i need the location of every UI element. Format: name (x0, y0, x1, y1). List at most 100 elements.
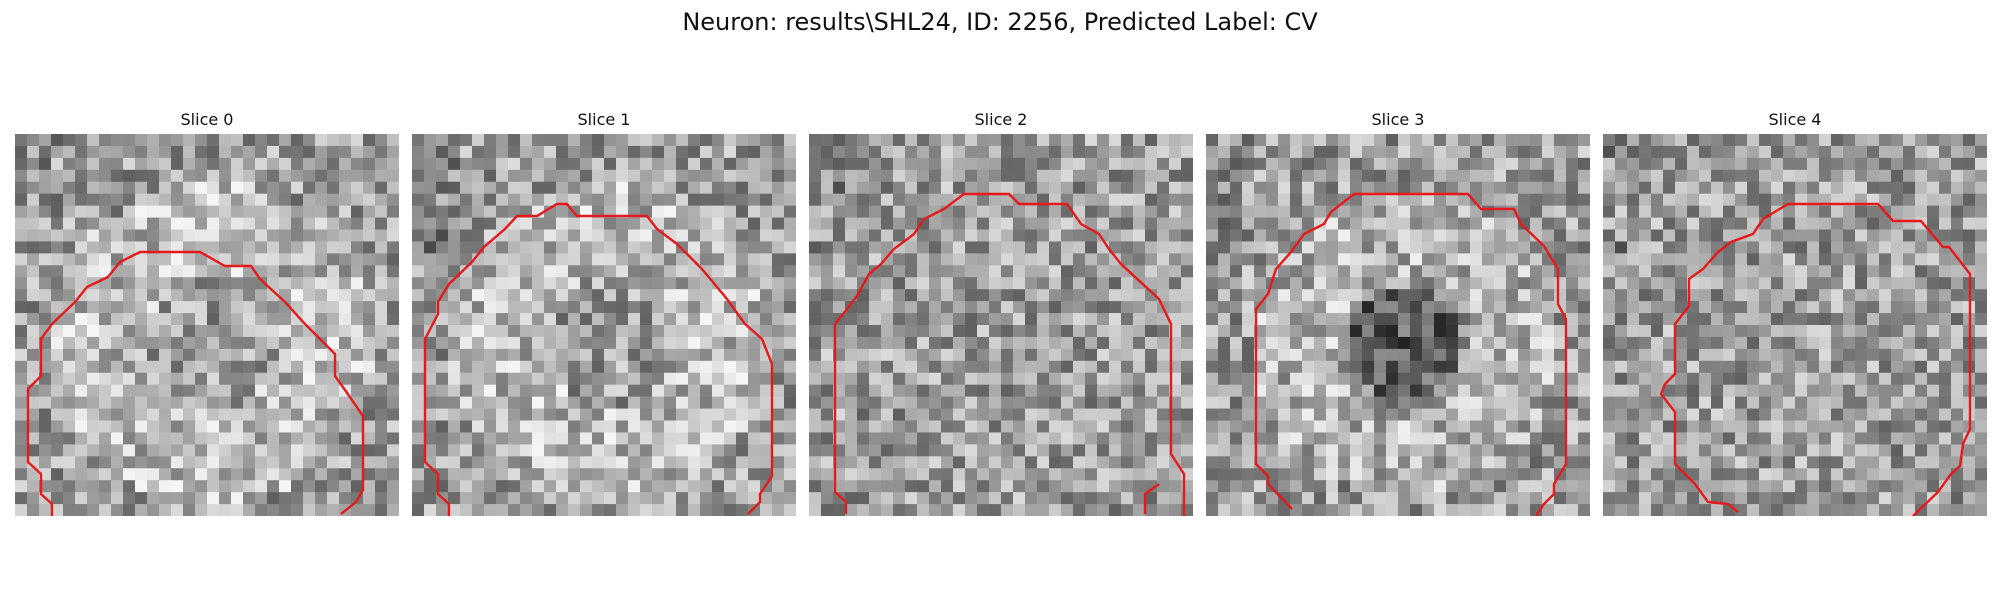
pixel (27, 205, 40, 219)
pixel (1891, 384, 1904, 398)
pixel (508, 468, 521, 481)
pixel (953, 253, 966, 266)
pixel (1157, 408, 1170, 421)
pixel (1639, 181, 1652, 195)
pixel (1747, 444, 1760, 457)
pixel (303, 372, 316, 386)
pixel (772, 301, 785, 314)
pixel (784, 241, 796, 254)
pixel (772, 432, 785, 445)
pixel (1049, 265, 1062, 278)
pixel (1494, 241, 1507, 254)
pixel (496, 336, 509, 350)
pixel (375, 181, 388, 195)
pixel (941, 313, 954, 326)
pixel (652, 504, 665, 516)
pixel (219, 468, 232, 481)
pixel (1133, 492, 1146, 505)
pixel (508, 241, 521, 254)
pixel (1843, 289, 1856, 302)
pixel (628, 492, 641, 505)
pixel (1338, 134, 1351, 147)
slice-image (412, 134, 796, 516)
pixel (760, 325, 773, 338)
pixel (760, 205, 773, 219)
pixel (772, 217, 785, 230)
pixel (1037, 396, 1050, 410)
pixel (15, 277, 28, 290)
pixel (1422, 384, 1435, 398)
pixel (1206, 444, 1219, 457)
pixel (652, 480, 665, 493)
pixel (1675, 181, 1688, 195)
pixel (327, 313, 340, 326)
pixel (1530, 301, 1543, 314)
pixel (1049, 348, 1062, 362)
pixel (1783, 444, 1796, 457)
pixel (784, 157, 796, 171)
pixel (1169, 205, 1182, 219)
pixel (1747, 229, 1760, 242)
pixel (1206, 468, 1219, 481)
pixel (1795, 205, 1808, 219)
pixel (448, 480, 461, 493)
pixel (905, 372, 918, 386)
pixel (1061, 229, 1074, 242)
pixel (1759, 360, 1772, 374)
pixel (1458, 241, 1471, 254)
pixel (1723, 444, 1736, 457)
pixel (448, 181, 461, 195)
pixel (1494, 372, 1507, 386)
pixel (1314, 372, 1327, 386)
pixel (1230, 241, 1243, 254)
pixel (652, 181, 665, 195)
pixel (1037, 504, 1050, 516)
pixel (1181, 265, 1193, 278)
pixel (1398, 205, 1411, 219)
pixel (1326, 396, 1339, 410)
pixel (1627, 169, 1640, 183)
pixel (1879, 217, 1892, 230)
pixel (1001, 313, 1014, 326)
pixel (1097, 134, 1110, 147)
pixel (977, 229, 990, 242)
pixel (760, 396, 773, 410)
pixel (27, 134, 40, 147)
pixel (833, 277, 846, 290)
pixel (724, 205, 737, 219)
pixel (1446, 480, 1459, 493)
pixel (1939, 360, 1952, 374)
pixel (448, 420, 461, 433)
pixel (736, 348, 749, 362)
pixel (1494, 253, 1507, 266)
pixel (1603, 301, 1616, 314)
pixel (760, 169, 773, 183)
pixel (219, 396, 232, 410)
pixel (965, 181, 978, 195)
pixel (1915, 241, 1928, 254)
pixel (1578, 253, 1590, 266)
pixel (1554, 157, 1567, 171)
pixel (267, 408, 280, 421)
pixel (255, 336, 268, 350)
pixel (484, 145, 497, 159)
pixel (556, 492, 569, 505)
pixel (436, 313, 449, 326)
pixel (1410, 420, 1423, 433)
pixel (1302, 157, 1315, 171)
pixel (1951, 444, 1964, 457)
pixel (1651, 217, 1664, 230)
pixel (27, 396, 40, 410)
pixel (760, 265, 773, 278)
pixel (255, 480, 268, 493)
pixel (1458, 408, 1471, 421)
pixel (15, 408, 28, 421)
pixel (327, 372, 340, 386)
pixel (15, 336, 28, 350)
pixel (1446, 325, 1459, 338)
pixel (1374, 313, 1387, 326)
pixel (977, 384, 990, 398)
pixel (917, 277, 930, 290)
pixel (303, 277, 316, 290)
pixel (592, 456, 605, 469)
